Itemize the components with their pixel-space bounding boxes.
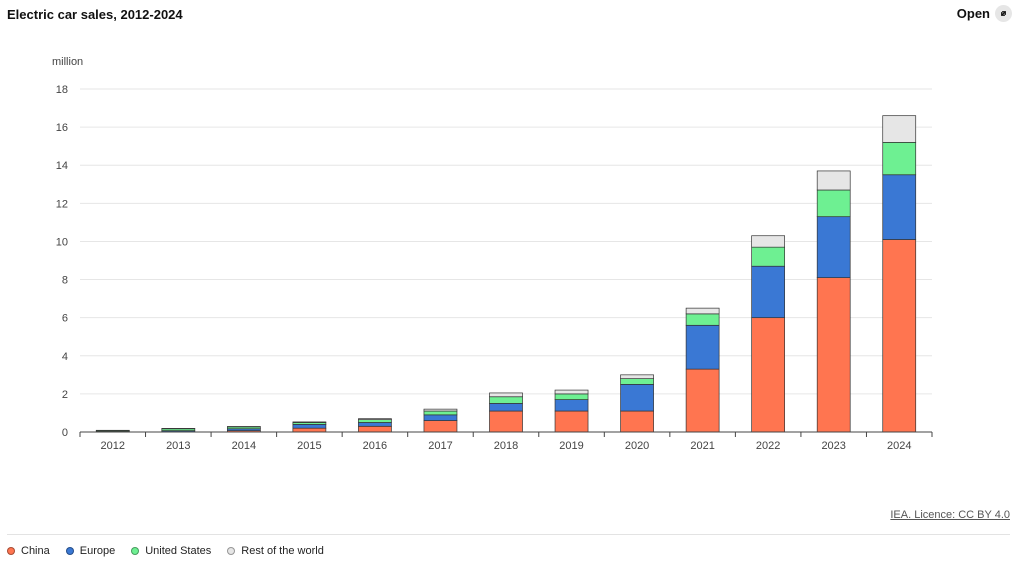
bar-segment[interactable] bbox=[882, 115, 917, 143]
bar-segment[interactable] bbox=[816, 277, 851, 433]
x-tick-label: 2012 bbox=[101, 440, 125, 452]
bar-segment[interactable] bbox=[751, 317, 786, 433]
x-tick-label: 2023 bbox=[821, 440, 845, 452]
y-tick-label: 14 bbox=[56, 160, 68, 172]
x-tick-label: 2016 bbox=[363, 440, 387, 452]
chart-title: Electric car sales, 2012-2024 bbox=[7, 7, 183, 22]
y-tick-label: 0 bbox=[62, 427, 68, 439]
x-tick-label: 2015 bbox=[297, 440, 321, 452]
bar-segment[interactable] bbox=[489, 392, 523, 398]
legend-item[interactable]: Europe bbox=[65, 545, 116, 557]
y-tick-label: 6 bbox=[62, 313, 68, 325]
bar-segment[interactable] bbox=[620, 378, 654, 385]
bar-segment[interactable] bbox=[489, 403, 523, 412]
bar-segment[interactable] bbox=[423, 408, 458, 412]
bar-segment[interactable] bbox=[554, 399, 589, 412]
bar-segment[interactable] bbox=[554, 410, 589, 433]
x-tick-label: 2013 bbox=[166, 440, 190, 452]
x-tick-label: 2019 bbox=[559, 440, 583, 452]
legend-label: United States bbox=[145, 545, 212, 557]
legend-label: Europe bbox=[79, 545, 116, 557]
legend-swatch bbox=[7, 547, 15, 555]
legend-item[interactable]: United States bbox=[131, 545, 211, 557]
bar-segment[interactable] bbox=[882, 239, 917, 433]
bar-chart: million 0 2 4 6 8 10 12 14 16 18 2012 2013 2014 2015 2… bbox=[52, 56, 933, 452]
y-tick-label: 2 bbox=[62, 389, 68, 401]
y-tick-label: 10 bbox=[56, 236, 68, 248]
axes: 0 2 4 6 8 10 12 14 16 18 2012 2013 2014 2015 2016 2017 2… bbox=[56, 84, 933, 452]
bar-segment[interactable] bbox=[816, 170, 851, 191]
y-tick-label: 12 bbox=[56, 198, 68, 210]
legend: China Europe United States Rest of the worl… bbox=[7, 545, 324, 557]
bar-segment[interactable] bbox=[685, 313, 720, 326]
bar-segment[interactable] bbox=[358, 422, 392, 427]
bar-segment[interactable] bbox=[292, 427, 327, 433]
legend-label: Rest of the world bbox=[241, 545, 324, 557]
legend-swatch bbox=[227, 547, 236, 555]
bar-segment[interactable] bbox=[554, 389, 589, 395]
bar-segment[interactable] bbox=[620, 374, 654, 379]
x-tick-label: 2024 bbox=[887, 440, 911, 452]
bar-segment[interactable] bbox=[620, 410, 654, 433]
bar-segment[interactable] bbox=[751, 246, 786, 267]
y-tick-label: 8 bbox=[62, 275, 68, 287]
bar-segment[interactable] bbox=[751, 265, 786, 319]
bar-segment[interactable] bbox=[358, 418, 392, 420]
x-tick-label: 2017 bbox=[428, 440, 452, 452]
x-tick-label: 2018 bbox=[494, 440, 518, 452]
bars bbox=[95, 115, 917, 433]
unit-label: million bbox=[52, 56, 83, 68]
bar-segment[interactable] bbox=[751, 235, 786, 248]
bar-segment[interactable] bbox=[423, 420, 458, 433]
external-link-icon bbox=[995, 5, 1012, 22]
bar-segment[interactable] bbox=[292, 421, 327, 423]
legend-swatch bbox=[131, 547, 140, 555]
bar-segment[interactable] bbox=[882, 142, 917, 176]
bar-segment[interactable] bbox=[816, 216, 851, 279]
y-tick-label: 4 bbox=[62, 351, 68, 363]
legend-label: China bbox=[21, 545, 50, 557]
legend-item[interactable]: China bbox=[7, 545, 50, 557]
grid-lines bbox=[80, 88, 932, 395]
bar-segment[interactable] bbox=[620, 384, 654, 412]
x-tick-label: 2021 bbox=[690, 440, 714, 452]
bar-segment[interactable] bbox=[685, 307, 720, 315]
x-tick-label: 2022 bbox=[756, 440, 780, 452]
open-button-label: Open bbox=[956, 6, 990, 21]
bar-segment[interactable] bbox=[423, 414, 458, 421]
bar-segment[interactable] bbox=[292, 424, 327, 429]
bar-segment[interactable] bbox=[882, 174, 917, 240]
bar-segment[interactable] bbox=[685, 368, 720, 433]
bar-segment[interactable] bbox=[816, 189, 851, 218]
legend-item[interactable]: Rest of the world bbox=[227, 545, 324, 557]
bar-segment[interactable] bbox=[358, 419, 392, 423]
y-tick-label: 16 bbox=[56, 122, 68, 134]
bar-segment[interactable] bbox=[489, 396, 523, 404]
x-tick-label: 2014 bbox=[232, 440, 256, 452]
footer-divider bbox=[7, 534, 1010, 535]
bar-segment[interactable] bbox=[358, 425, 392, 433]
bar-segment[interactable] bbox=[685, 324, 720, 370]
open-button[interactable]: Open bbox=[957, 5, 1012, 22]
bar-segment[interactable] bbox=[423, 410, 458, 416]
bar-segment[interactable] bbox=[554, 393, 589, 400]
legend-swatch bbox=[65, 547, 74, 555]
y-tick-label: 18 bbox=[56, 84, 68, 96]
x-tick-label: 2020 bbox=[625, 440, 649, 452]
bar-segment[interactable] bbox=[489, 410, 523, 433]
licence-link[interactable]: IEA. Licence: CC BY 4.0 bbox=[890, 509, 1010, 521]
